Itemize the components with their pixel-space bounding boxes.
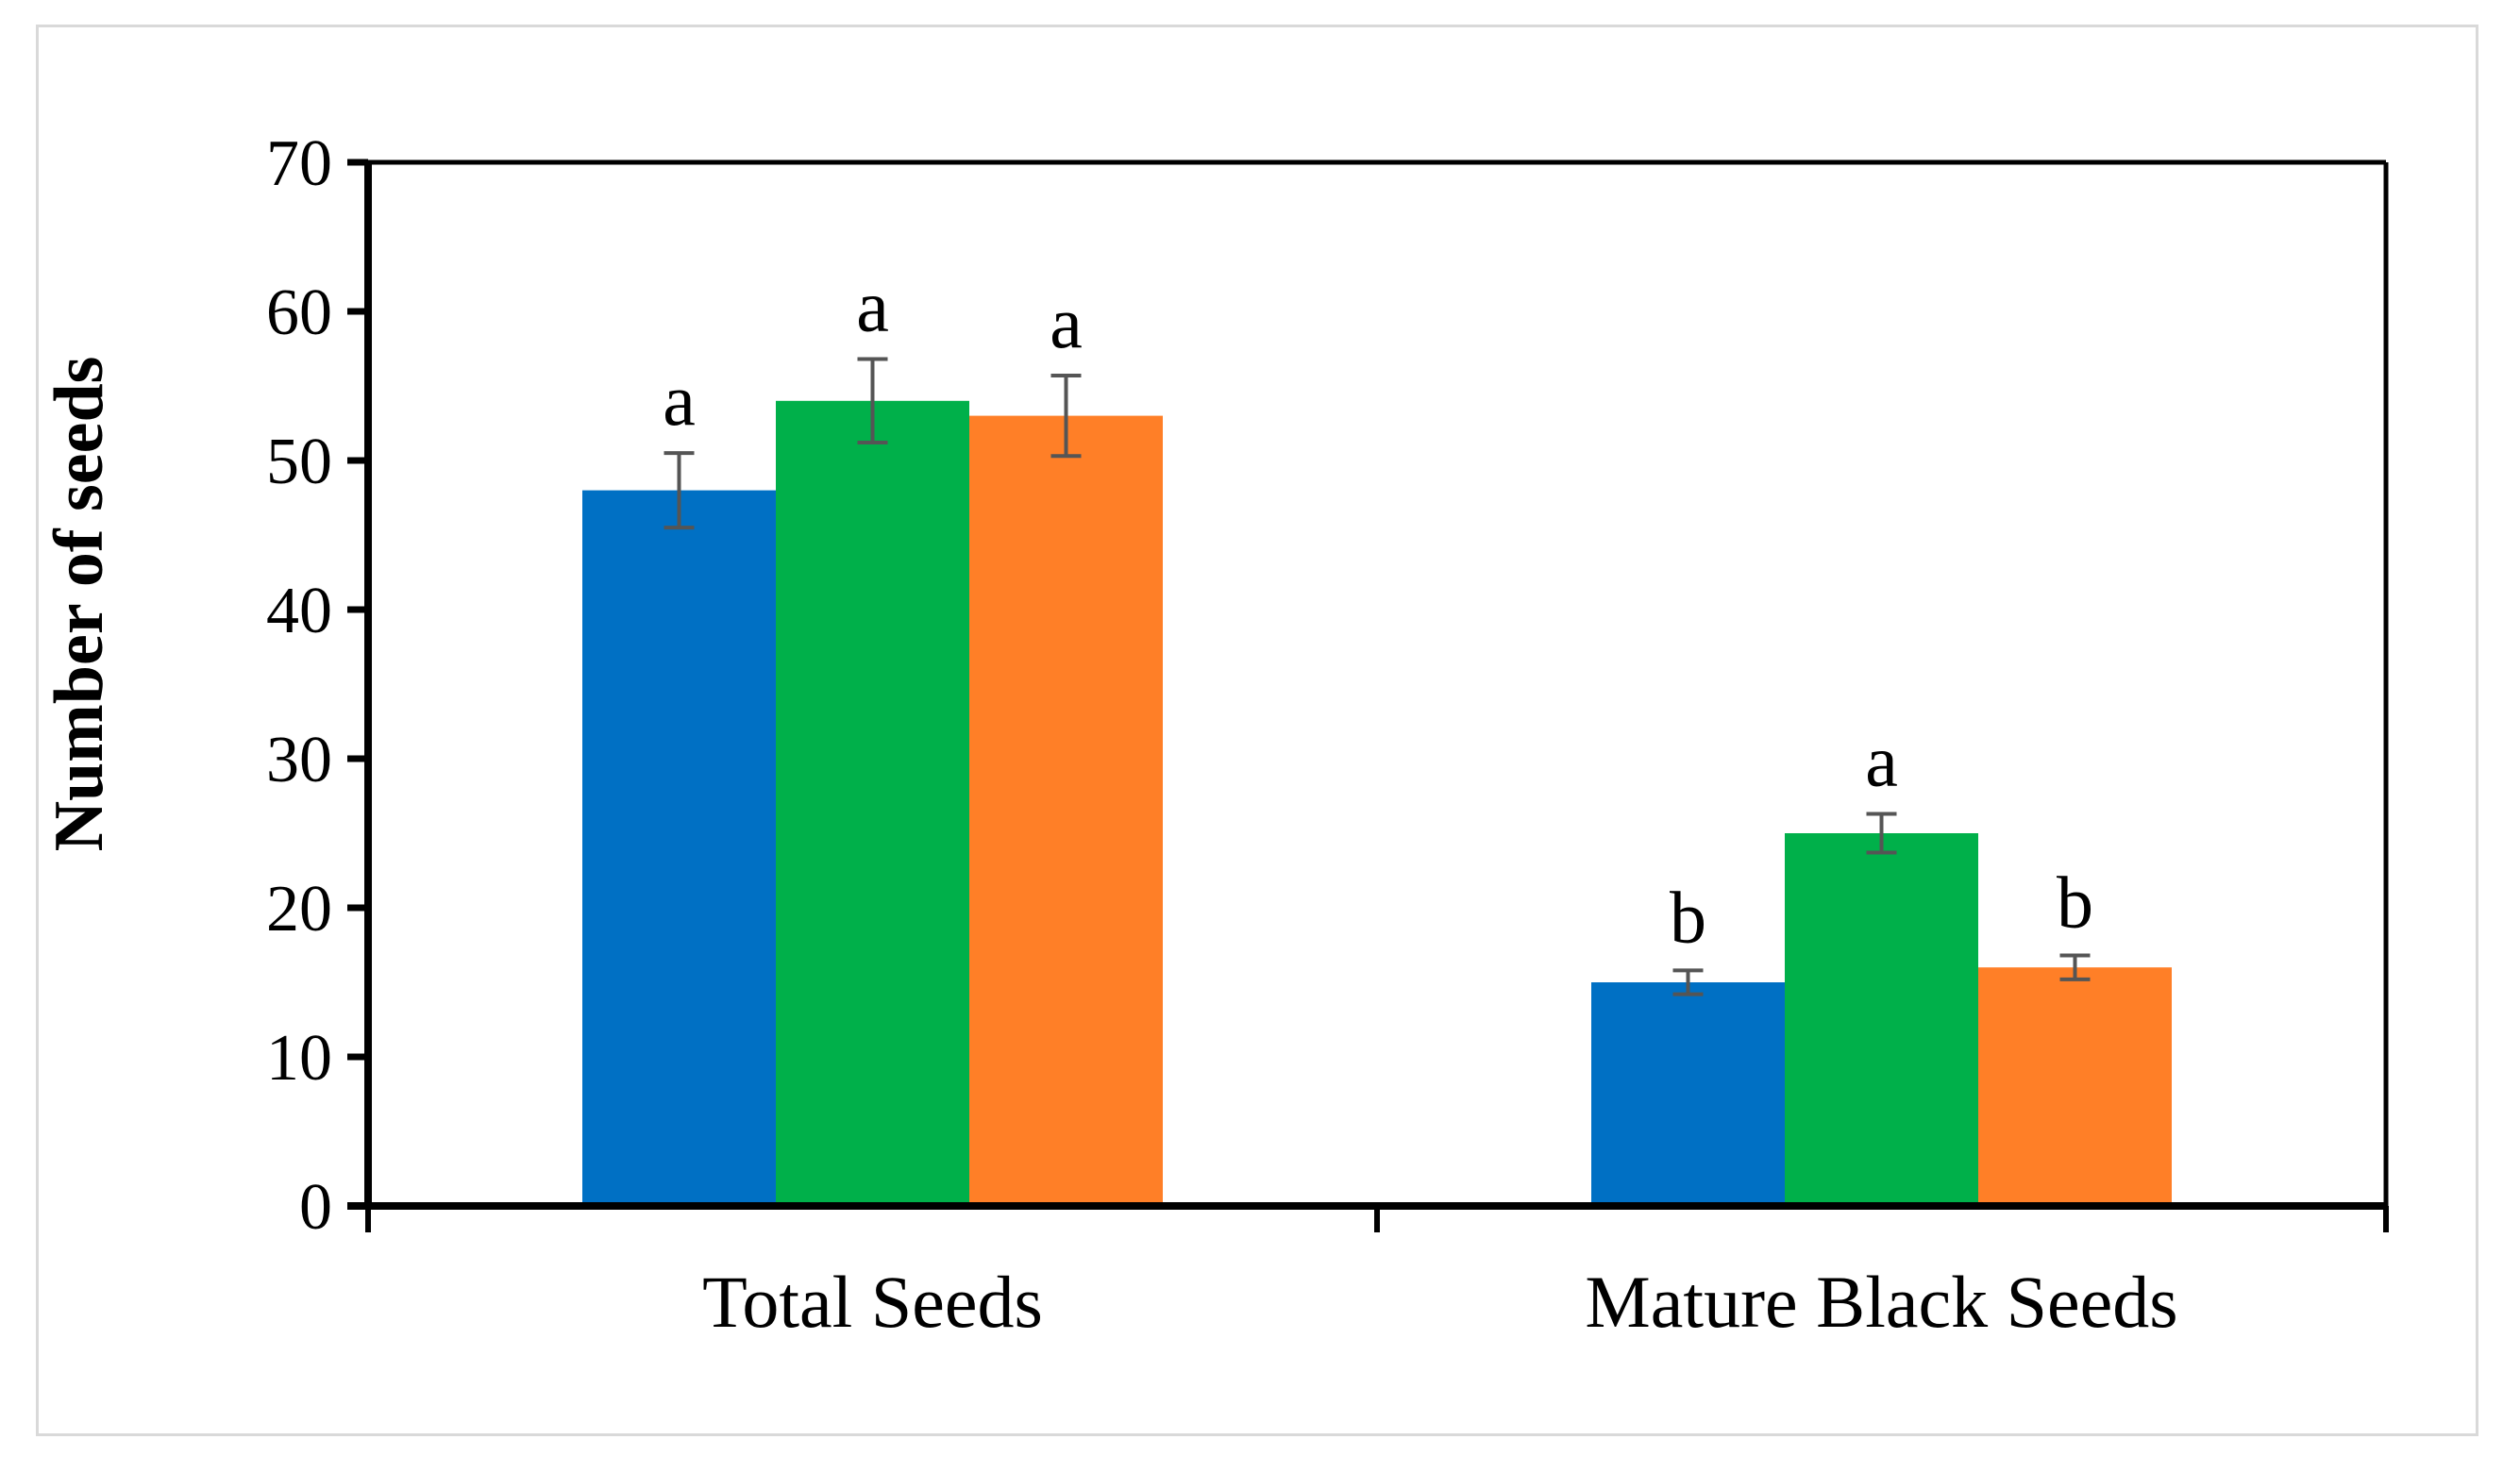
bar-series-3-cat-2 — [1978, 967, 2172, 1206]
bar-series-1-cat-2 — [1591, 982, 1785, 1206]
x-tick-label-cat-1: Total Seeds — [702, 1261, 1043, 1343]
y-tick-label-10: 10 — [266, 1022, 332, 1095]
plot-border — [368, 159, 2389, 1206]
y-tick-label-30: 30 — [266, 724, 332, 796]
significance-letter-series-2-cat-2: a — [1865, 719, 1898, 801]
significance-letter-series-1-cat-2: b — [1670, 876, 1706, 958]
y-tick-label-70: 70 — [266, 127, 332, 200]
y-tick-label-60: 60 — [266, 276, 332, 349]
significance-letter-series-3-cat-1: a — [1050, 281, 1083, 363]
x-tick-label-cat-2: Mature Black Seeds — [1585, 1261, 2177, 1343]
significance-letter-series-3-cat-2: b — [2057, 862, 2093, 944]
y-tick-label-40: 40 — [266, 575, 332, 647]
bar-series-2-cat-1 — [776, 400, 969, 1206]
bar-series-3-cat-1 — [969, 415, 1163, 1207]
bar-series-1-cat-1 — [582, 490, 776, 1206]
significance-letter-series-1-cat-1: a — [663, 359, 696, 441]
y-tick-label-50: 50 — [266, 426, 332, 498]
x-axis: Total Seeds Mature Black Seeds — [347, 1202, 2389, 1343]
error-bars — [664, 357, 2091, 996]
significance-letter-series-2-cat-1: a — [856, 265, 889, 347]
significance-letters: a a a b a b — [663, 265, 2093, 959]
y-axis: 0 10 20 30 40 50 60 70 — [266, 127, 372, 1244]
y-tick-label-20: 20 — [266, 873, 332, 946]
bars — [582, 400, 2172, 1207]
bar-series-2-cat-2 — [1785, 833, 1978, 1206]
y-axis-title: Number of seeds — [41, 357, 118, 852]
y-tick-label-0: 0 — [299, 1171, 332, 1244]
